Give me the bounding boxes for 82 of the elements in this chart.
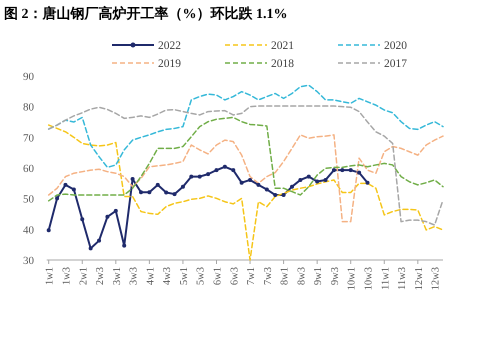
point <box>340 168 344 172</box>
point <box>324 178 328 182</box>
x-tick-label: 2w1 <box>78 267 90 286</box>
y-tick-label: 40 <box>23 224 34 236</box>
point <box>80 217 84 222</box>
point <box>88 246 93 250</box>
y-tick-label: 70 <box>23 132 34 144</box>
legend-label: 2019 <box>158 58 182 70</box>
x-tick-label: 7w1 <box>246 267 258 286</box>
legend-label: 2021 <box>271 40 294 52</box>
line-series <box>48 105 444 226</box>
x-tick-label: 10w3 <box>363 267 374 290</box>
x-tick-label: 4w1 <box>145 267 156 286</box>
x-tick-label: 8w3 <box>296 267 308 286</box>
x-tick-label: 10w1 <box>346 267 358 290</box>
x-tick-label: 12w3 <box>430 267 442 290</box>
point <box>315 179 320 184</box>
point <box>147 190 152 194</box>
legend-label: 2022 <box>158 40 182 52</box>
x-tick-label: 7w3 <box>262 267 274 286</box>
point <box>55 196 60 200</box>
x-tick-label: 2w3 <box>95 267 106 286</box>
x-tick-label: 11w3 <box>397 267 408 290</box>
point <box>156 182 160 187</box>
x-tick-label: 5w1 <box>178 267 190 286</box>
point <box>130 177 135 182</box>
x-tick-label: 6w1 <box>212 267 224 286</box>
point <box>256 182 260 187</box>
legend-label: 2018 <box>271 58 294 70</box>
point <box>63 182 68 187</box>
point <box>240 180 244 185</box>
x-tick-label: 8w1 <box>280 267 291 286</box>
point <box>105 214 110 219</box>
point <box>298 178 302 182</box>
point <box>164 190 168 195</box>
legend-label: 2017 <box>384 58 408 70</box>
line-series <box>48 116 444 202</box>
x-tick-label: 9w3 <box>330 267 341 286</box>
point <box>222 164 227 169</box>
point <box>206 172 210 176</box>
point <box>332 168 336 172</box>
y-tick-label: 30 <box>23 255 34 267</box>
point <box>122 244 126 248</box>
point <box>264 187 269 192</box>
y-tick-label: 50 <box>23 194 34 206</box>
point <box>290 184 294 189</box>
point <box>365 180 370 185</box>
point <box>248 178 252 182</box>
x-tick-label: 5w3 <box>196 267 207 286</box>
y-tick-label: 90 <box>23 71 34 83</box>
x-tick-label: 1w1 <box>44 267 56 286</box>
point <box>231 168 236 172</box>
point <box>282 192 286 197</box>
point <box>97 238 102 243</box>
point <box>214 168 218 172</box>
point <box>348 168 353 172</box>
x-tick-label: 6w3 <box>229 267 240 286</box>
y-tick-label: 60 <box>23 163 34 175</box>
point <box>198 174 202 179</box>
line-series <box>46 164 370 250</box>
line-series <box>48 134 444 222</box>
point <box>46 228 51 232</box>
x-tick-label: 1w3 <box>61 267 72 286</box>
point <box>180 184 185 189</box>
x-tick-label: 11w1 <box>380 267 392 290</box>
y-tick-label: 80 <box>23 102 34 114</box>
x-tick-label: 12w1 <box>414 267 425 290</box>
point <box>357 170 362 175</box>
point <box>189 174 194 179</box>
point <box>273 192 278 197</box>
x-tick-label: 9w1 <box>313 267 324 286</box>
legend-label: 2020 <box>384 40 408 52</box>
point <box>114 208 118 213</box>
point <box>306 174 311 179</box>
x-tick-label: 3w3 <box>128 267 140 286</box>
x-tick-label: 4w3 <box>162 267 174 286</box>
point <box>138 190 143 194</box>
line-series <box>48 124 444 261</box>
chart-title: 图 2：唐山钢厂高炉开工率（%）环比跌 1.1% <box>4 5 288 22</box>
x-tick-label: 3w1 <box>112 267 123 286</box>
point <box>72 187 76 192</box>
point <box>172 192 177 196</box>
